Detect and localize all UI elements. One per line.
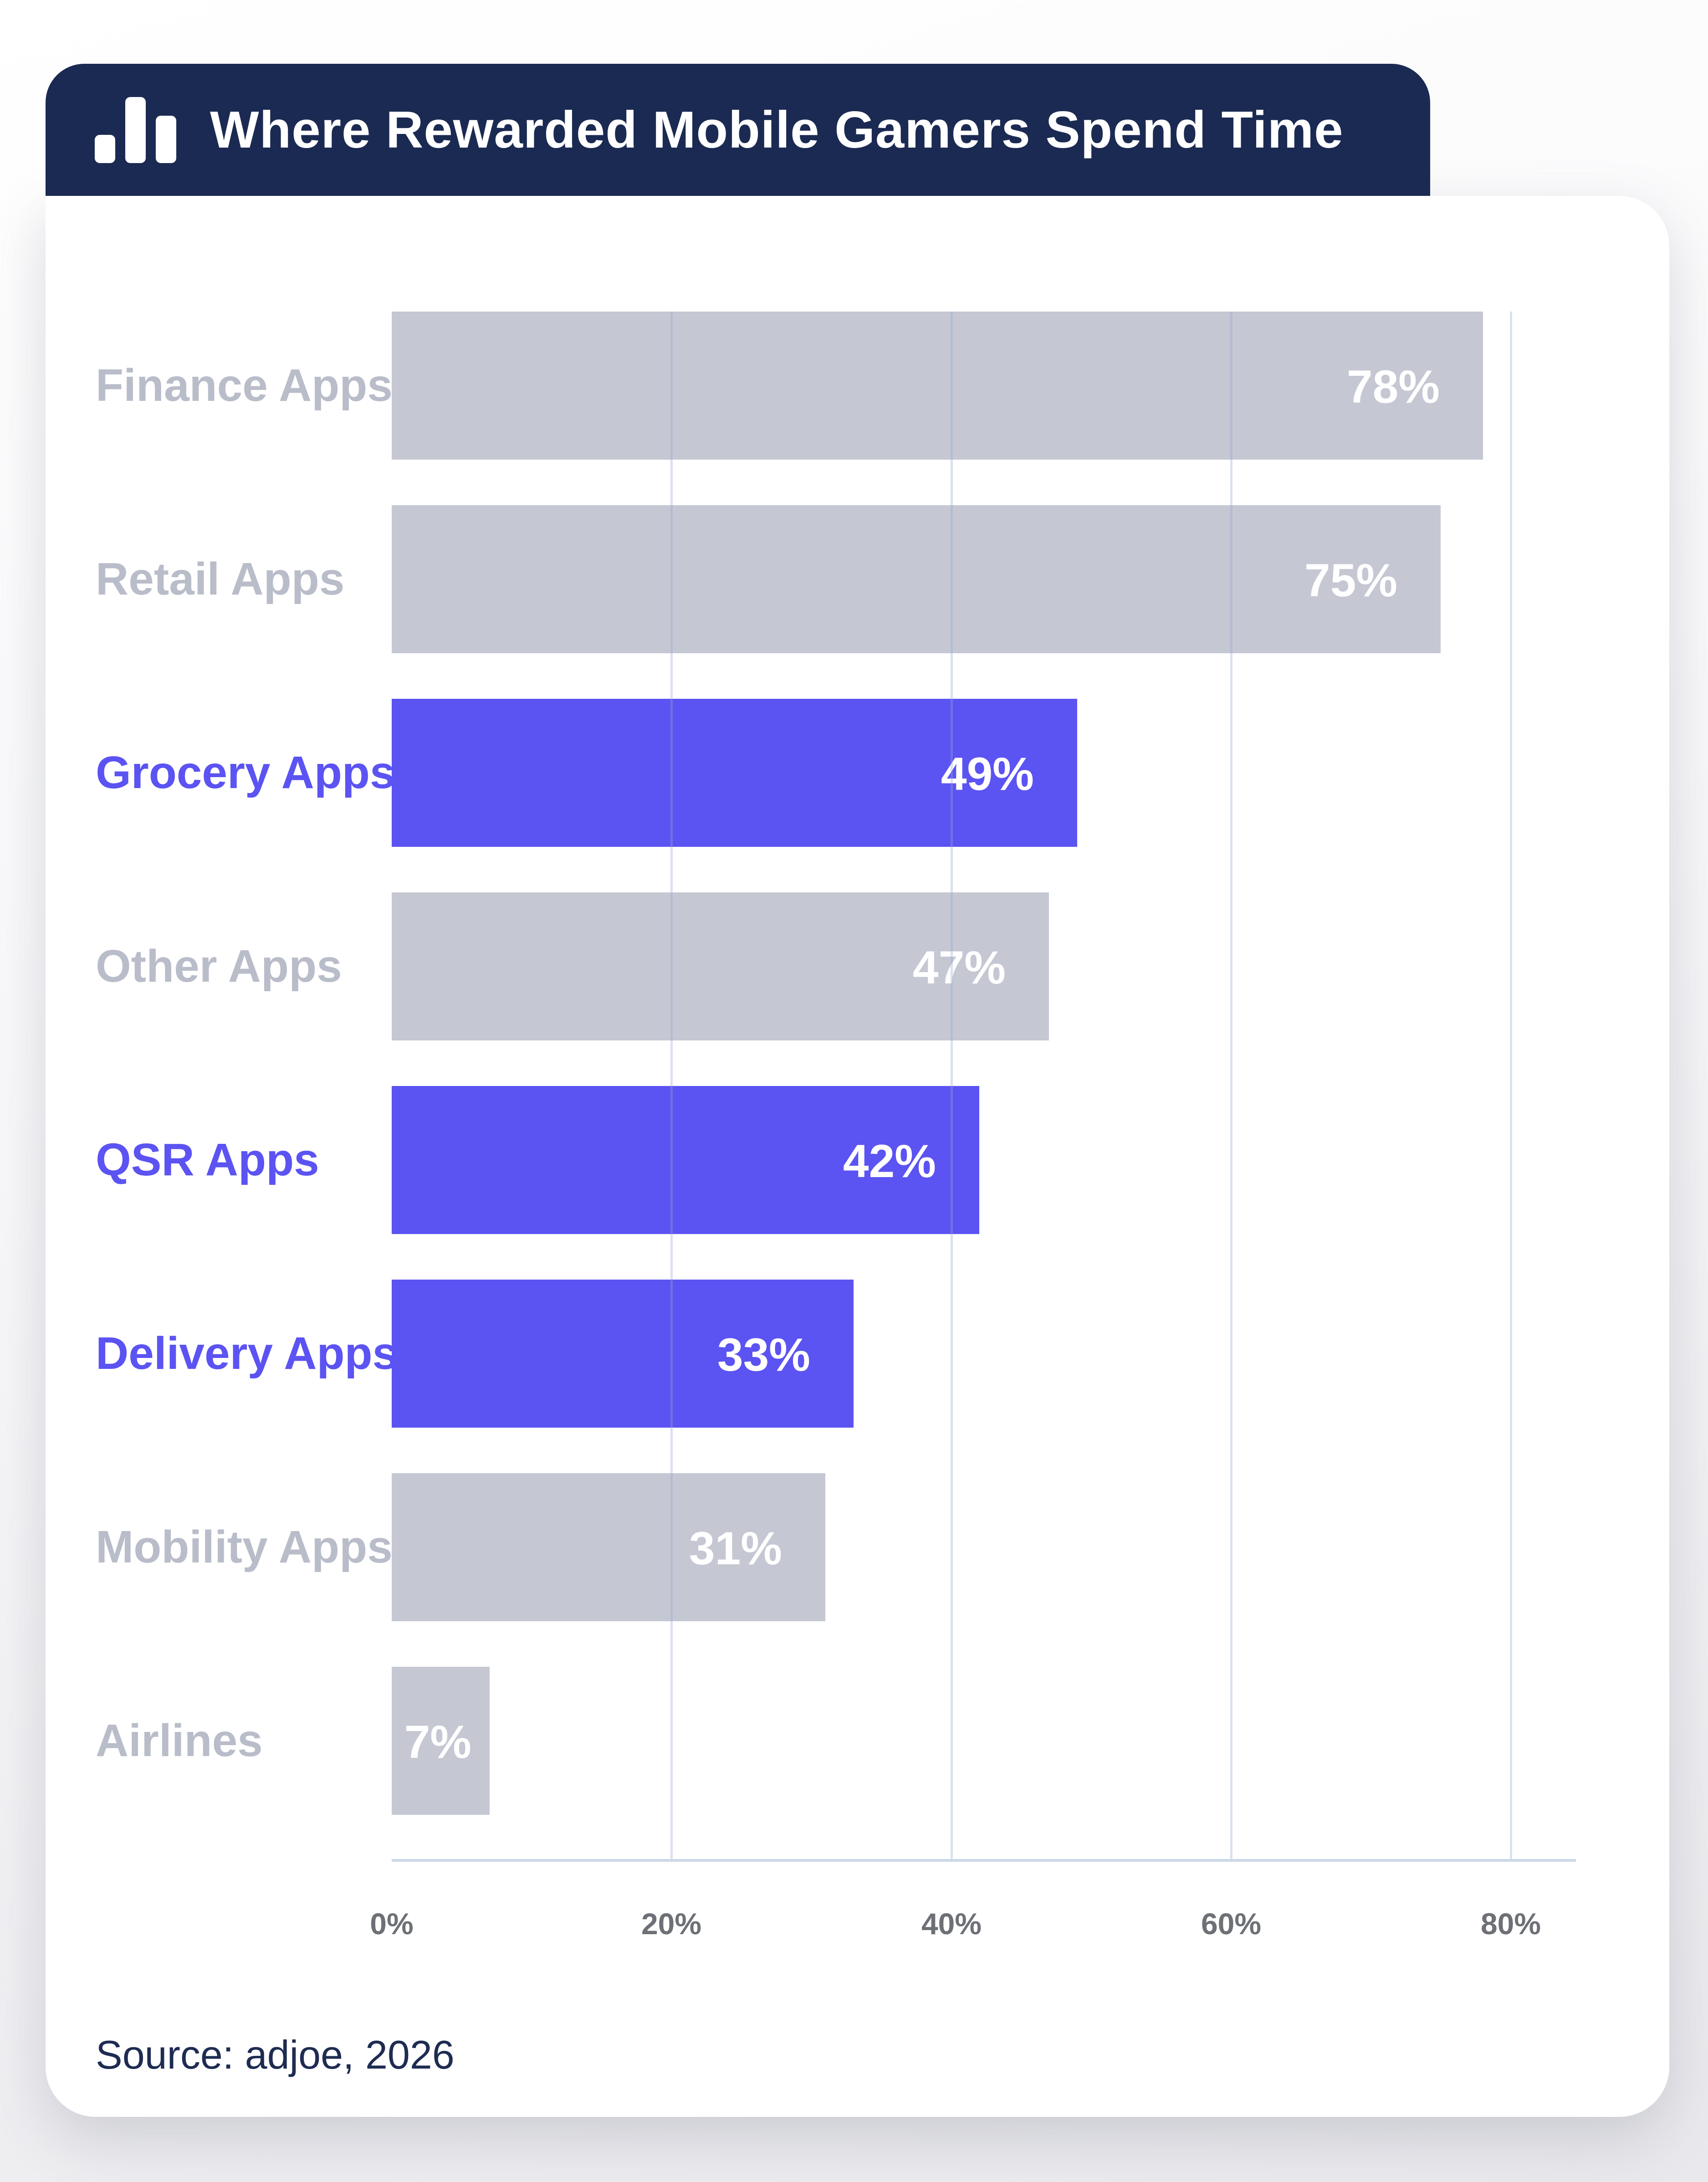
x-axis-line: [392, 1859, 1576, 1862]
chart-row: QSR Apps 42%: [0, 1086, 1708, 1234]
value-label: 47%: [912, 942, 1006, 994]
category-label: Mobility Apps: [96, 1521, 393, 1572]
bar: 49%: [392, 699, 1077, 847]
value-label: 42%: [843, 1135, 936, 1187]
bar: 47%: [392, 892, 1049, 1040]
value-label: 31%: [689, 1522, 782, 1574]
gridline: [1510, 312, 1512, 1860]
x-axis-tick-label: 60%: [1201, 1907, 1262, 1941]
chart-row: Mobility Apps 31%: [0, 1473, 1708, 1621]
category-label: Finance Apps: [96, 360, 393, 411]
value-label: 7%: [404, 1716, 471, 1768]
category-label: Grocery Apps: [96, 747, 395, 798]
bar-chart-icon-bar-tall: [125, 97, 146, 163]
chart-row: Airlines 7%: [0, 1667, 1708, 1815]
bar-chart-icon-bar-medium: [156, 115, 176, 163]
bar-chart-icon: [95, 97, 176, 163]
bar: 75%: [392, 505, 1441, 653]
chart-row: Delivery Apps 33%: [0, 1280, 1708, 1428]
x-axis-tick-label: 0%: [370, 1907, 414, 1941]
bar: 31%: [392, 1473, 825, 1621]
category-label: QSR Apps: [96, 1134, 319, 1185]
gridline: [1230, 312, 1232, 1860]
chart-row: Finance Apps 78%: [0, 312, 1708, 460]
value-label: 75%: [1304, 554, 1397, 606]
value-label: 49%: [941, 748, 1034, 800]
category-label: Airlines: [96, 1715, 263, 1766]
bar: 42%: [392, 1086, 979, 1234]
source-note: Source: adjoe, 2026: [96, 2032, 455, 2077]
chart-row: Grocery Apps 49%: [0, 699, 1708, 847]
bar: 78%: [392, 312, 1483, 460]
category-label: Retail Apps: [96, 553, 345, 604]
page-title: Where Rewarded Mobile Gamers Spend Time: [210, 101, 1344, 159]
chart-row: Retail Apps 75%: [0, 505, 1708, 653]
bar: 7%: [392, 1667, 490, 1815]
x-axis-tick-label: 40%: [921, 1907, 982, 1941]
gridline: [670, 312, 673, 1860]
header-banner: Where Rewarded Mobile Gamers Spend Time: [46, 64, 1430, 196]
category-label: Other Apps: [96, 941, 342, 992]
category-label: Delivery Apps: [96, 1328, 398, 1379]
x-axis-tick-label: 80%: [1480, 1907, 1541, 1941]
value-label: 78%: [1346, 361, 1440, 413]
x-axis-tick-label: 20%: [641, 1907, 702, 1941]
value-label: 33%: [717, 1329, 810, 1381]
chart-row: Other Apps 47%: [0, 892, 1708, 1040]
bar: 33%: [392, 1280, 854, 1428]
bar-chart-icon-bar-short: [95, 134, 115, 163]
gridline: [951, 312, 953, 1860]
